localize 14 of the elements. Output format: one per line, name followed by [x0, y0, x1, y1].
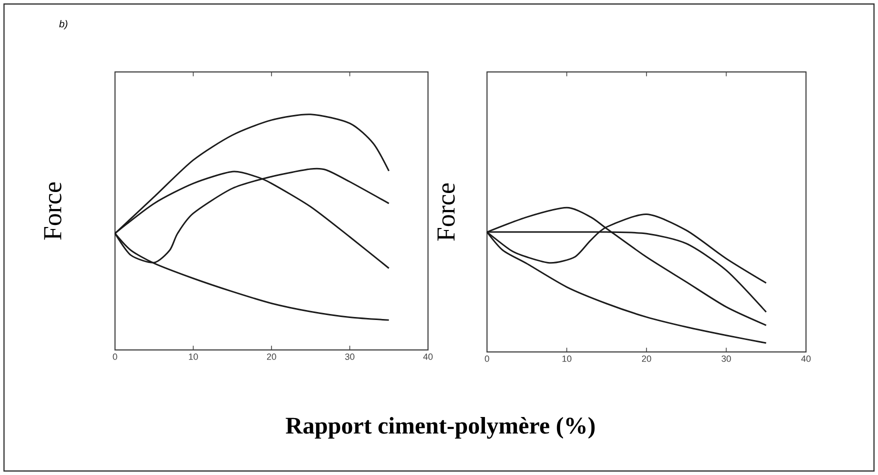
- x-tick-label: 30: [345, 354, 354, 360]
- x-tick-label: 20: [642, 356, 652, 362]
- x-tick-label: 10: [188, 354, 198, 360]
- y-axis-title: Force: [438, 183, 455, 241]
- x-tick-label: 40: [423, 354, 433, 360]
- x-tick-label: 10: [562, 356, 572, 362]
- x-tick-label: 30: [722, 356, 731, 362]
- x-tick-label: 40: [801, 356, 811, 362]
- x-tick-label: 0: [112, 354, 118, 360]
- y-axis-title: Force: [44, 182, 62, 240]
- x-tick-label: 20: [266, 354, 276, 360]
- x-axis-title: Rapport ciment-polymère (%): [286, 416, 595, 439]
- x-tick-label: 0: [484, 356, 490, 362]
- text: b): [59, 20, 68, 30]
